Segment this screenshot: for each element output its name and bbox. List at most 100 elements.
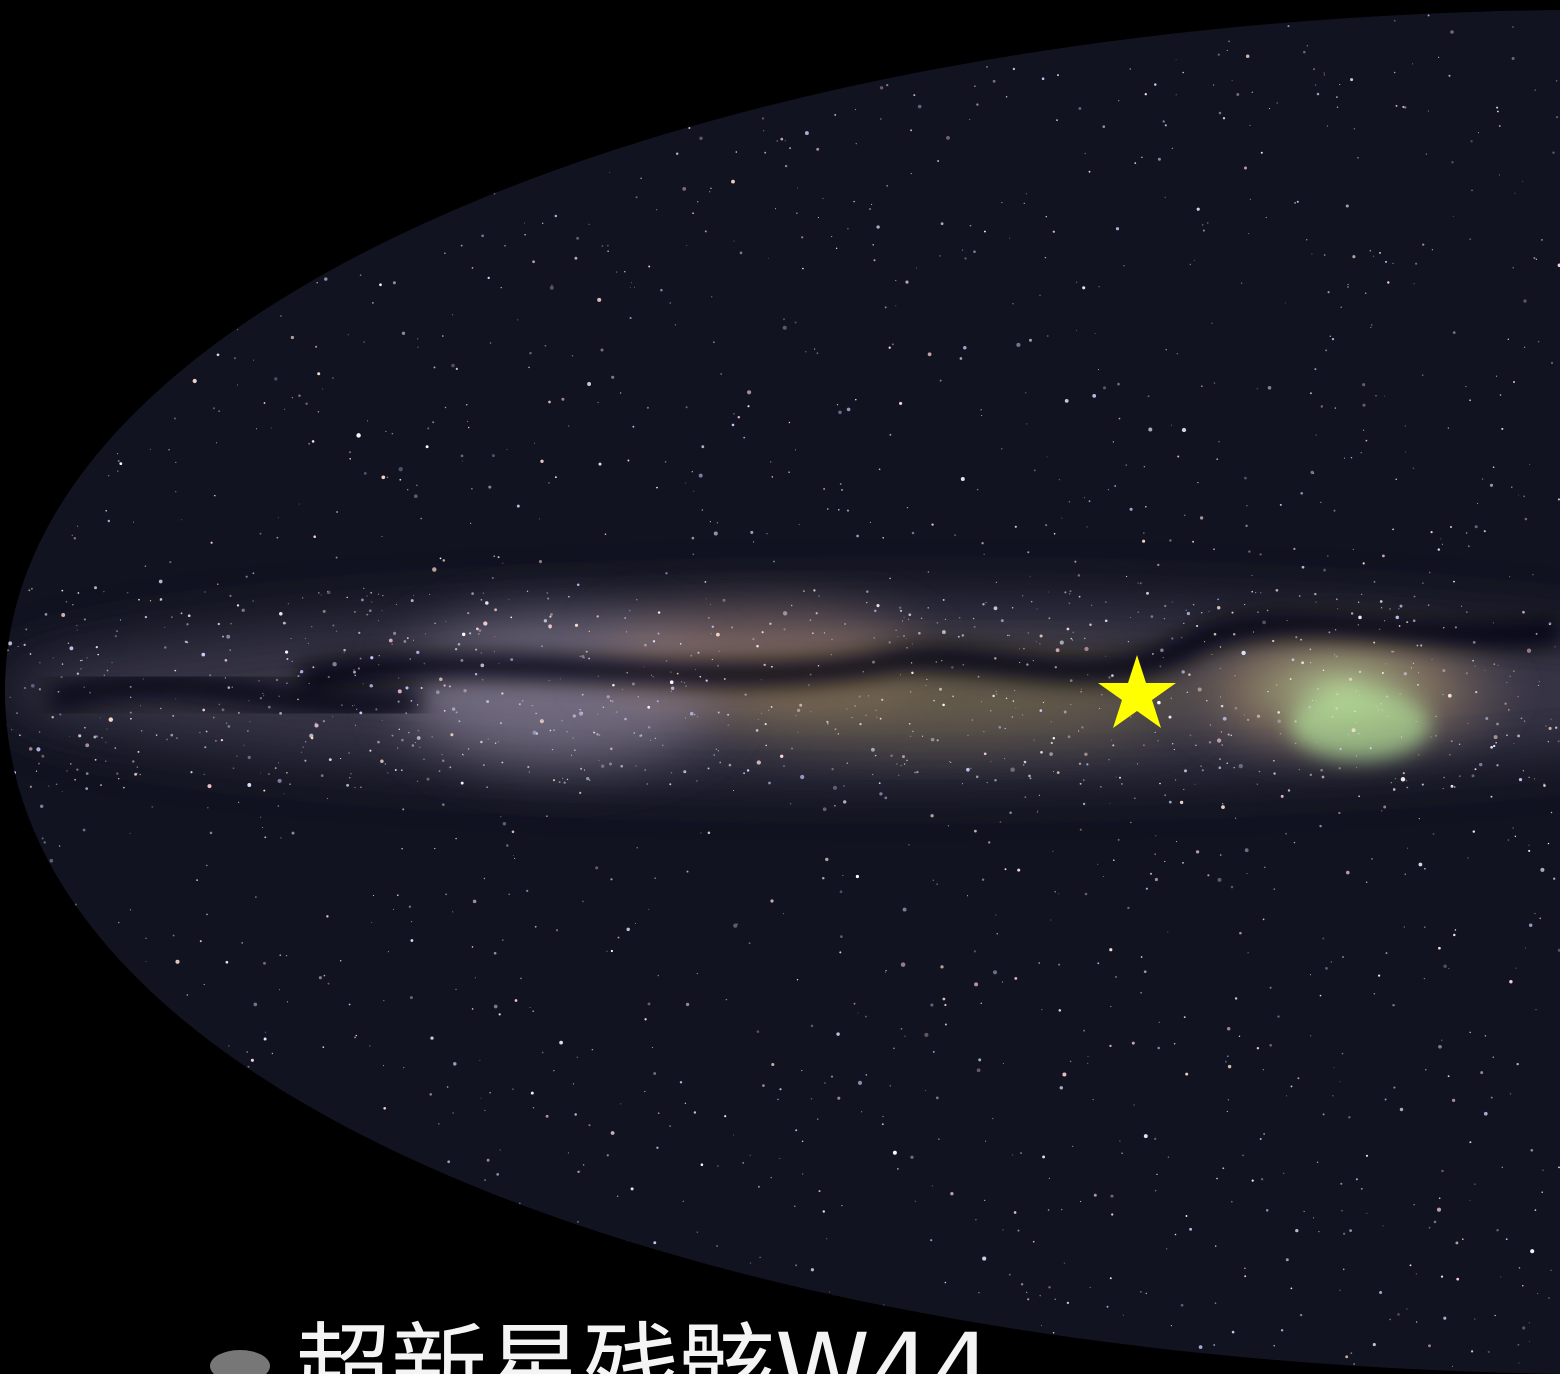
star-dot	[1515, 967, 1517, 969]
star-dot	[1496, 1229, 1499, 1232]
star-dot	[314, 722, 317, 725]
star-dot	[353, 669, 355, 671]
star-dot	[1000, 619, 1004, 623]
star-dot	[1279, 732, 1282, 735]
star-dot	[802, 69, 805, 72]
star-dot	[206, 913, 208, 916]
star-dot	[566, 778, 569, 781]
star-dot	[201, 1120, 203, 1123]
star-dot	[369, 749, 372, 752]
star-dot	[1366, 881, 1368, 883]
star-dot	[899, 401, 903, 405]
star-dot	[461, 460, 463, 462]
star-dot	[175, 461, 177, 463]
star-dot	[1027, 1298, 1030, 1301]
star-dot	[1392, 528, 1394, 531]
star-dot	[665, 660, 668, 662]
star-dot	[101, 737, 103, 739]
star-dot	[646, 783, 648, 785]
star-dot	[1300, 638, 1302, 641]
star-dot	[1469, 1199, 1471, 1201]
star-dot	[742, 1162, 744, 1164]
star-dot	[1323, 72, 1325, 74]
star-dot	[1557, 263, 1560, 268]
star-dot	[746, 390, 752, 395]
star-dot	[1436, 1207, 1442, 1212]
star-dot	[1213, 382, 1216, 384]
star-dot	[274, 767, 277, 770]
star-dot	[1244, 1267, 1246, 1270]
star-dot	[1189, 734, 1192, 737]
star-dot	[760, 712, 763, 715]
star-dot	[786, 92, 789, 96]
star-dot	[1168, 715, 1172, 719]
star-dot	[677, 123, 679, 126]
star-dot	[1121, 783, 1123, 785]
star-dot	[108, 1186, 110, 1188]
star-dot	[770, 1176, 772, 1179]
star-dot	[99, 717, 101, 719]
star-dot	[258, 680, 260, 682]
star-dot	[1214, 1302, 1217, 1304]
star-dot	[1246, 873, 1248, 875]
star-dot	[1443, 964, 1447, 968]
star-dot	[970, 767, 972, 769]
star-dot	[647, 725, 651, 729]
star-dot	[1066, 1301, 1070, 1305]
star-dot	[1157, 563, 1160, 567]
star-dot	[442, 335, 444, 337]
star-dot	[255, 428, 258, 430]
star-dot	[1134, 797, 1136, 800]
star-dot	[1266, 609, 1269, 612]
star-dot	[100, 784, 102, 787]
star-dot	[895, 305, 897, 307]
star-dot	[1039, 634, 1043, 638]
star-dot	[1402, 772, 1405, 775]
star-dot	[96, 1180, 98, 1182]
star-dot	[1251, 91, 1254, 94]
star-dot	[1011, 716, 1014, 718]
star-dot	[68, 175, 70, 177]
star-dot	[1182, 861, 1184, 864]
star-dot	[543, 619, 548, 623]
star-dot	[1147, 395, 1150, 398]
star-dot	[910, 129, 913, 132]
star-dot	[1345, 204, 1349, 208]
star-dot	[1127, 906, 1130, 910]
star-dot	[1216, 1177, 1218, 1180]
star-dot	[1167, 931, 1169, 933]
star-dot	[878, 468, 881, 471]
star-dot	[737, 416, 741, 419]
star-dot	[403, 640, 407, 643]
star-dot	[1378, 974, 1381, 977]
star-dot	[755, 729, 759, 732]
star-dot	[1171, 424, 1173, 426]
star-dot	[977, 675, 980, 678]
star-dot	[949, 760, 951, 763]
star-dot	[1554, 646, 1556, 648]
star-dot	[1176, 841, 1178, 843]
star-dot	[410, 920, 413, 923]
star-dot	[164, 626, 166, 628]
star-dot	[217, 1224, 219, 1226]
star-dot	[985, 1140, 987, 1142]
star-dot	[1470, 1350, 1474, 1353]
star-dot	[1295, 1228, 1299, 1233]
star-dot	[255, 896, 257, 898]
star-dot	[215, 442, 217, 444]
star-dot	[684, 1102, 687, 1104]
star-dot	[298, 503, 300, 505]
star-dot	[1050, 721, 1052, 723]
star-dot	[693, 1111, 697, 1114]
star-dot	[629, 316, 632, 320]
star-dot	[1384, 1098, 1387, 1101]
star-dot	[647, 705, 651, 709]
star-dot	[1385, 260, 1387, 263]
star-dot	[76, 629, 78, 631]
star-dot	[159, 598, 163, 601]
star-dot	[112, 1184, 115, 1186]
star-dot	[310, 736, 314, 740]
star-dot	[305, 1267, 308, 1270]
star-dot	[499, 722, 502, 725]
star-dot	[160, 707, 162, 710]
